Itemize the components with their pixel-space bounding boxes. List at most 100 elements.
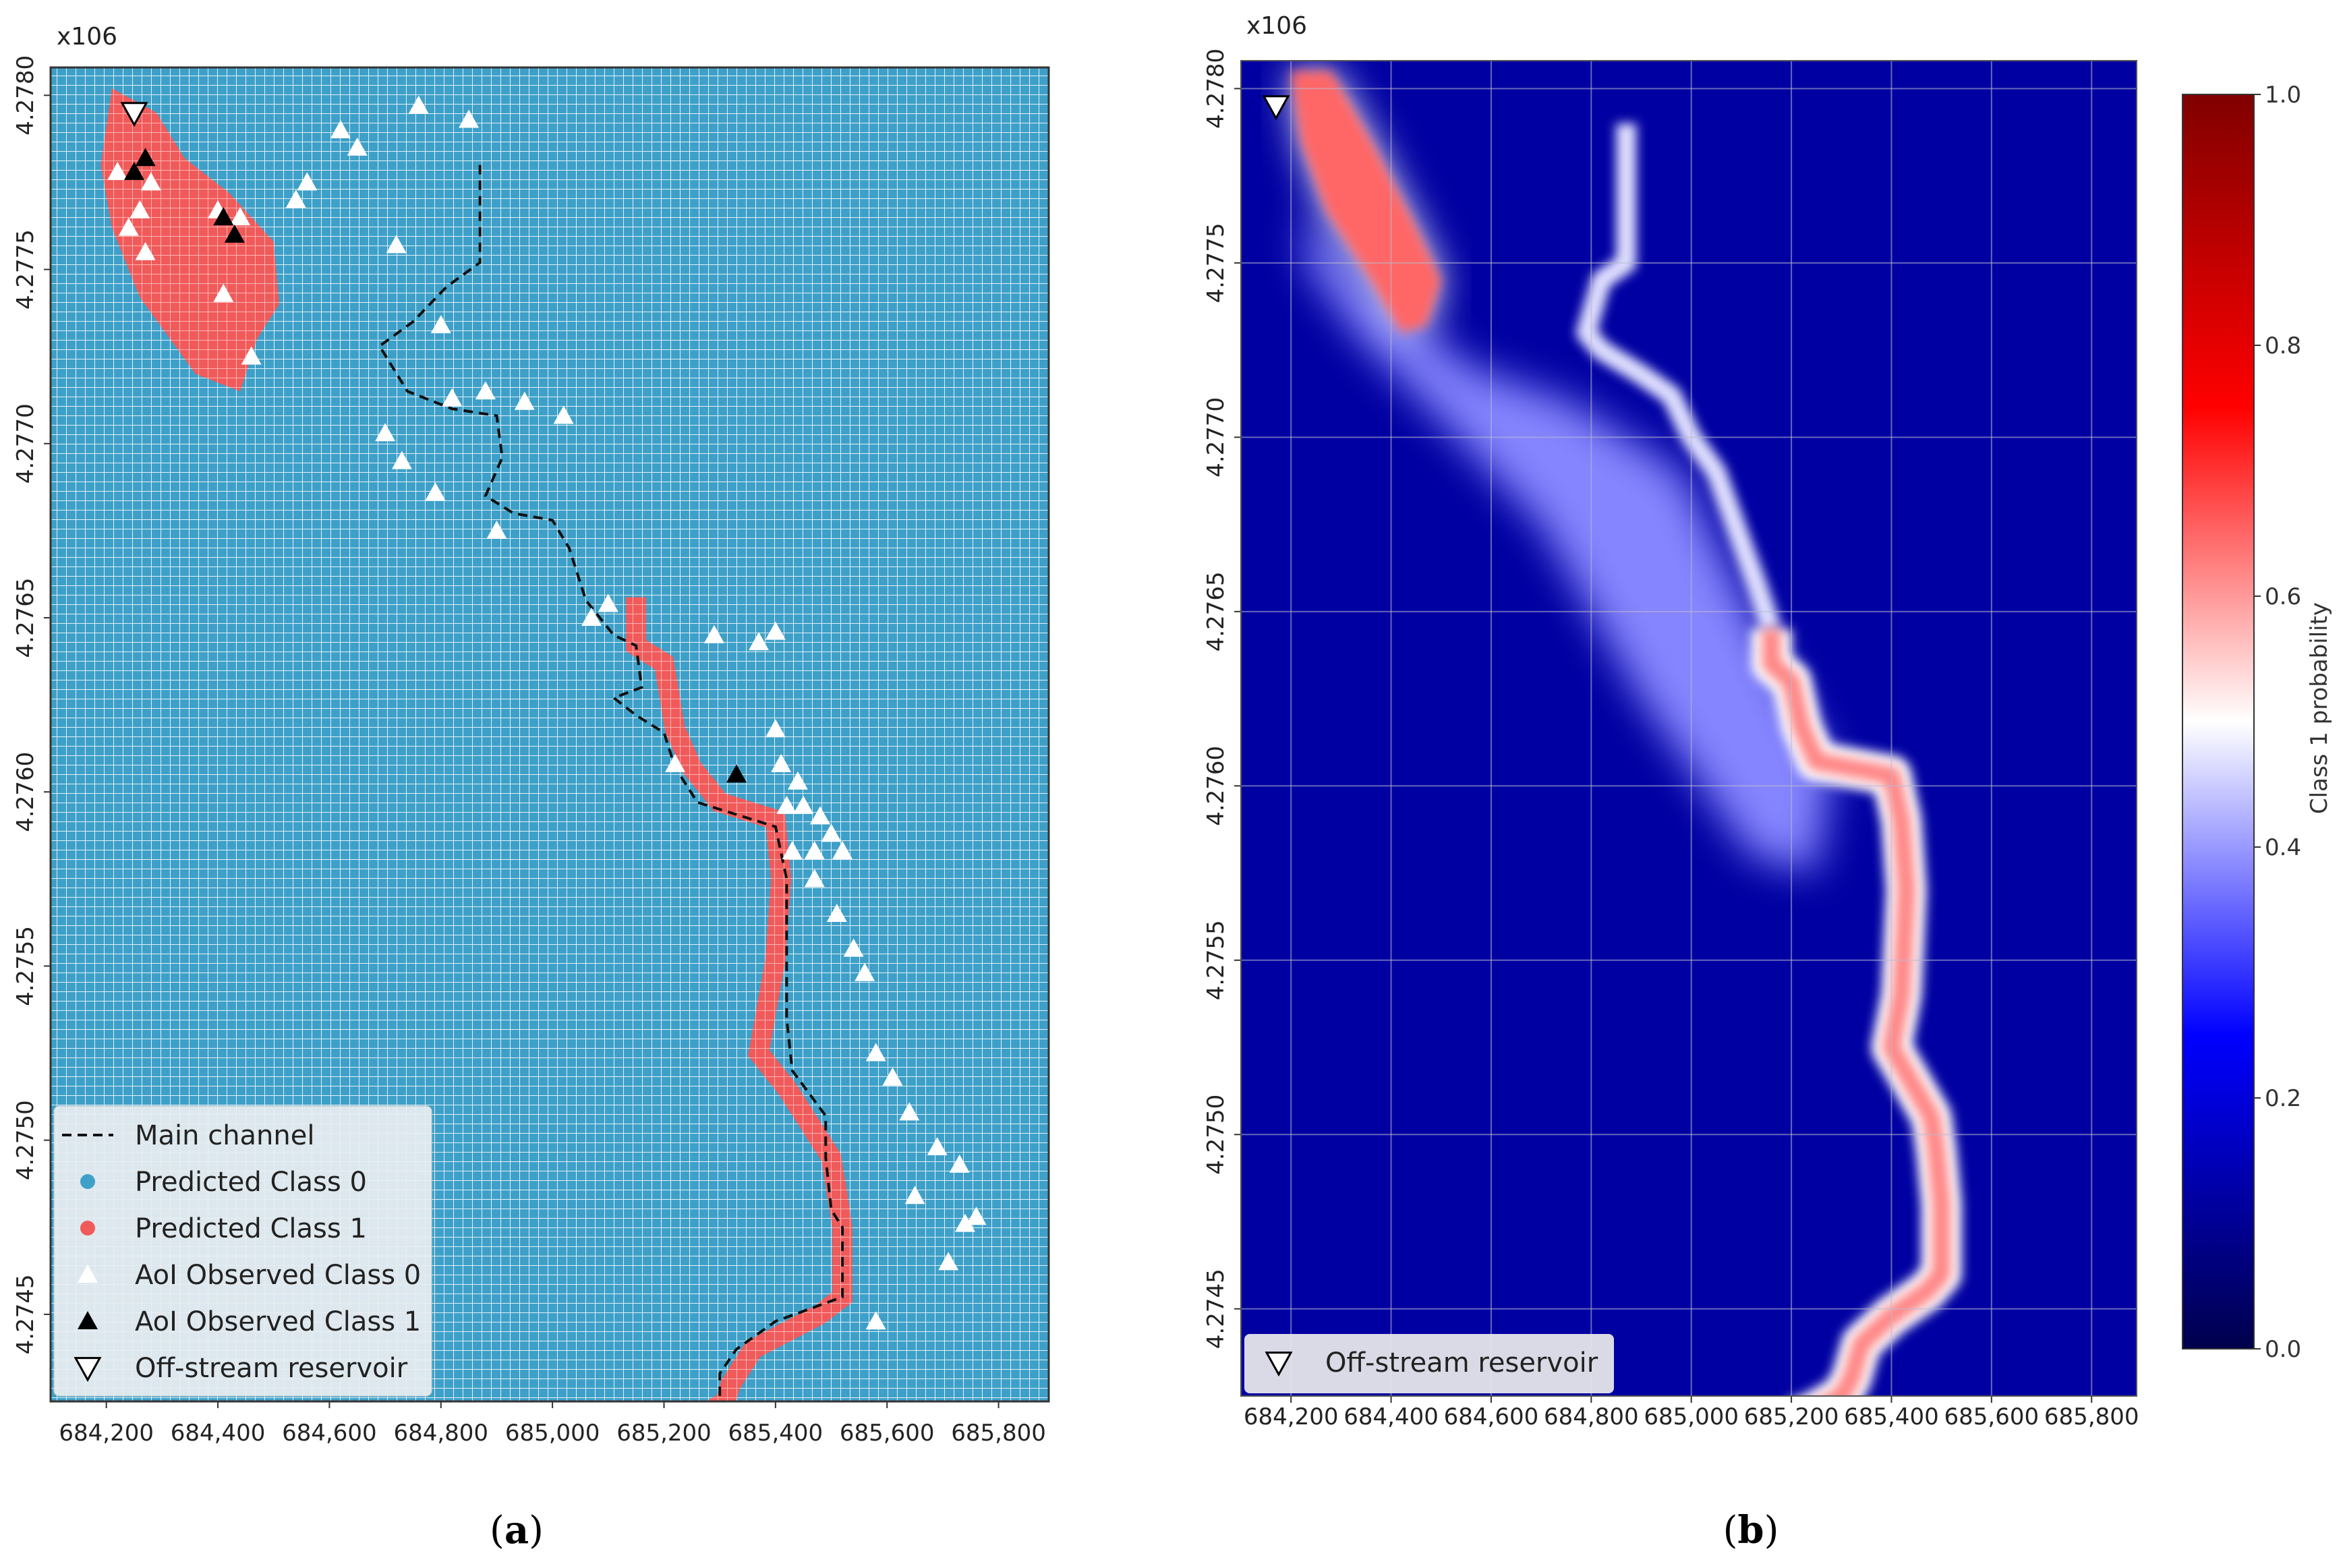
panel-b-paren-close: ) [1764,1509,1779,1552]
panel-b-y-tick-label: 4.2750 [1203,1095,1230,1175]
panel-a-x-tick-label: 685,400 [728,1420,823,1447]
panel-b-x-tick-label: 684,200 [1244,1403,1339,1430]
panel-b-legend: Off-stream reservoir [1244,1334,1614,1393]
observed-class0-marker [765,621,786,640]
observed-class0-marker [425,482,446,501]
observed-class0-marker [771,753,792,772]
observed-class0-marker [391,451,412,469]
observed-class0-marker [703,625,724,643]
colorbar-tick-label: 1.0 [2265,82,2301,109]
observed-class0-marker [347,137,368,156]
observed-class1-marker [726,764,747,783]
observed-class0-marker [330,119,351,138]
observed-class0-marker [882,1067,903,1086]
panel-a-legend: Main channel Predicted Class 0 Predicted C… [53,1105,432,1397]
upstream-channel-probability [1575,123,1781,633]
observed-class0-marker [776,795,797,814]
panel-b-x-tick-label: 684,600 [1444,1403,1539,1430]
panel-a: x106 684,200 684,400 684,600 684,800 685,000… [12,23,1050,1552]
predicted-class1-channel [626,597,853,1401]
observed-class0-marker [782,841,803,860]
panel-a-x-tick-label: 685,000 [505,1420,600,1447]
legend-box [53,1105,432,1397]
legend-entry-label: Off-stream reservoir [135,1353,408,1384]
panel-b-y-tick-label: 4.2765 [1203,571,1230,651]
offstream-reservoir-marker [120,102,148,127]
high-probability-region [1291,71,1441,333]
observed-class0-marker [927,1136,948,1155]
observed-class0-marker [793,795,814,814]
panel-a-y-tick-label: 4.2770 [12,403,39,484]
observed-class0-marker [129,200,150,219]
legend-class0-dot [80,1174,95,1189]
high-probability-channel [1762,629,1951,1396]
legend-box [1244,1334,1614,1393]
observed-class0-marker [749,632,770,651]
offstream-reservoir-marker [1262,95,1290,121]
observed-class0-marker [865,1043,886,1062]
observed-class0-marker [107,161,128,180]
panel-a-y-tick-label: 4.2780 [12,55,39,136]
colorbar-tick-label: 0.2 [2265,1085,2301,1112]
observed-class0-marker [297,172,318,191]
observed-class0-marker [804,869,825,888]
panel-a-y-tick-label: 4.2775 [12,229,39,310]
panel-a-axes: 684,200 684,400 684,600 684,800 685,000 685,2… [12,55,1046,1447]
panel-b-x-tick-label: 685,600 [1944,1403,2040,1430]
colorbar-tick-label: 0.6 [2265,583,2301,610]
panel-a-x-tick-label: 685,800 [951,1420,1046,1447]
panel-a-paren-open: ( [490,1509,504,1552]
panel-b-y-tick-label: 4.2775 [1203,223,1230,303]
observed-class1-marker [213,207,234,226]
observed-class0-marker [966,1207,987,1225]
observed-class1-marker [224,224,245,243]
panel-a-y-tick-label: 4.2760 [12,752,39,832]
observed-class0-marker [821,823,842,842]
observed-class0-marker [140,172,161,191]
observed-class0-marker [938,1252,959,1271]
panel-b-x-tick-label: 685,200 [1744,1403,1839,1430]
panel-a-y-tick-label: 4.2765 [12,578,39,658]
observed-class0-marker [386,235,407,254]
panel-b-x-tick-label: 685,400 [1844,1403,1939,1430]
observed-class0-marker [598,593,618,612]
panel-a-x-tick-label: 684,600 [282,1420,377,1447]
legend-entry-label: AoI Observed Class 1 [135,1306,421,1337]
panel-a-x-tick-label: 684,400 [171,1420,266,1447]
legend-entry-label: AoI Observed Class 0 [135,1260,421,1291]
observed-class0-marker [459,109,480,128]
observed-class0-marker [865,1311,886,1330]
observed-class0-marker [118,217,139,236]
observed-class0-marker [514,391,535,410]
panel-a-x-tick-label: 684,800 [393,1420,488,1447]
panel-a-plot-content [100,88,987,1401]
panel-b-axes: 684,200 684,400 684,600 684,800 685,000 685,2… [1203,49,2139,1430]
panel-a-y-tick-label: 4.2750 [12,1100,39,1180]
panel-b: x106 684,200 684,400 684,600 684,800 685,000… [1203,12,2333,1552]
observed-class0-marker [899,1102,920,1121]
panel-b-x-tick-label: 684,800 [1544,1403,1639,1430]
colorbar: 0.0 0.2 0.4 0.6 0.8 1.0 Class 1 probability [2182,82,2333,1363]
observed-class0-marker [843,938,864,957]
observed-class1-marker [135,148,156,167]
colorbar-tick-label: 0.4 [2265,834,2301,861]
legend-entry-label: Predicted Class 1 [135,1213,367,1244]
observed-class0-marker [904,1186,925,1204]
observed-class0-marker [230,207,251,226]
panel-b-y-tick-label: 4.2780 [1203,49,1230,129]
panel-a-x-tick-label: 685,200 [616,1420,712,1447]
observed-class0-marker [430,315,451,334]
observed-class0-marker [135,241,156,260]
panel-b-offset-label: x106 [1246,12,1307,40]
legend-observed-class1-symbol [78,1311,98,1329]
panel-a-paren-close: ) [529,1509,544,1552]
legend-observed-class0-symbol [78,1265,98,1283]
legend-reservoir-symbol [1265,1352,1293,1377]
panel-a-y-tick-label: 4.2745 [12,1274,39,1354]
colorbar-tick-label: 0.8 [2265,332,2301,359]
panel-b-y-tick-label: 4.2760 [1203,746,1230,826]
observed-class1-marker [124,161,145,180]
main-channel-line [378,165,844,1401]
panel-b-letter: b [1737,1508,1764,1552]
